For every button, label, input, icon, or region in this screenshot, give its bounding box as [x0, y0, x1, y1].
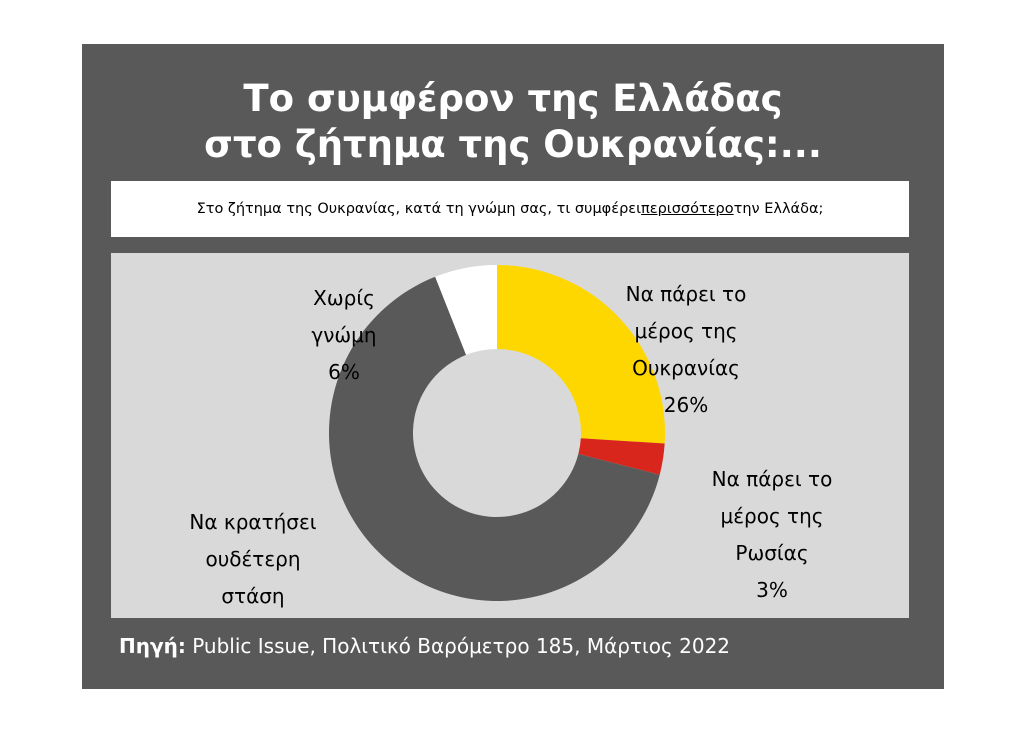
donut-chart: Να πάρει το μέρος της Ουκρανίας 26% Να πάρει… [189, 265, 833, 618]
question-suffix: την Ελλάδα; [733, 201, 824, 217]
chart-title: Το συμφέρον της Ελλάδας στο ζήτημα της Ο… [82, 76, 944, 168]
label-ukraine: Να πάρει το μέρος της Ουκρανίας 26% [626, 282, 747, 417]
title-line-1: Το συμφέρον της Ελλάδας [243, 77, 783, 120]
slice-no-opinion [435, 265, 497, 355]
slice-ukraine [497, 265, 665, 444]
question-box: Στο ζήτημα της Ουκρανίας, κατά τη γνώμη … [111, 181, 909, 237]
chart-area: Να πάρει το μέρος της Ουκρανίας 26% Να πάρει… [111, 253, 909, 618]
slice-neutral [329, 276, 660, 601]
source-note: Πηγή: Public Issue, Πολιτικό Βαρόμετρο 1… [119, 634, 730, 658]
slice-russia [578, 438, 665, 475]
chart-panel: Το συμφέρον της Ελλάδας στο ζήτημα της Ο… [82, 44, 944, 689]
source-text: Public Issue, Πολιτικό Βαρόμετρο 185, Μά… [185, 634, 731, 658]
source-label: Πηγή: [119, 634, 186, 658]
label-russia: Να πάρει το μέρος της Ρωσίας 3% [712, 467, 833, 602]
question-prefix: Στο ζήτημα της Ουκρανίας, κατά τη γνώμη … [196, 201, 642, 217]
label-neutral: Να κρατήσειουδέτερηστάση65% [189, 510, 316, 618]
question-emphasis: περισσότερο [641, 201, 734, 217]
title-line-2: στο ζήτημα της Ουκρανίας:... [204, 123, 822, 166]
label-no-opinion: Χωρίς γνώμη 6% [311, 286, 376, 384]
